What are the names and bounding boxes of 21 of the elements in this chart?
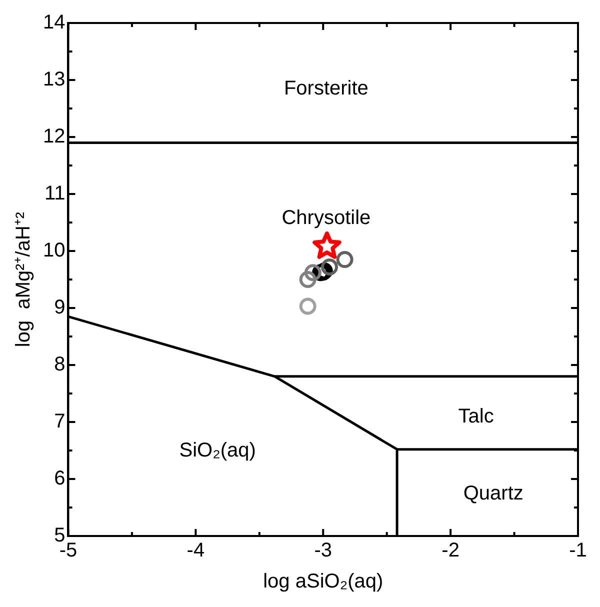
y-tick-label: 13 [42,68,66,91]
x-tick-label: -4 [186,540,205,562]
y-tick-label: 10 [42,240,66,262]
y-tick-label: 12 [42,126,66,148]
annotation: Quartz [463,482,524,504]
annotation: Forsterite [284,78,368,100]
y-tick-label: 8 [54,354,66,376]
x-axis-title: log aSiO₂(aq) [263,570,384,593]
x-tick-label: -3 [314,540,332,562]
y-tick-label: 7 [54,410,66,433]
y-tick-label: 9 [54,296,66,319]
y-tick-label: 14 [42,12,66,34]
annotation: Chrysotile [282,206,371,229]
y-axis-title: log aMg²⁺/aH⁺² [12,212,35,348]
y-tick-label: 6 [54,468,66,490]
x-tick-label: -2 [442,540,460,562]
annotation: SiO₂(aq) [179,439,256,462]
x-tick-label: -1 [569,540,587,562]
annotation: Talc [458,406,494,428]
y-tick-label: 5 [54,524,66,547]
y-tick-label: 11 [44,182,66,205]
